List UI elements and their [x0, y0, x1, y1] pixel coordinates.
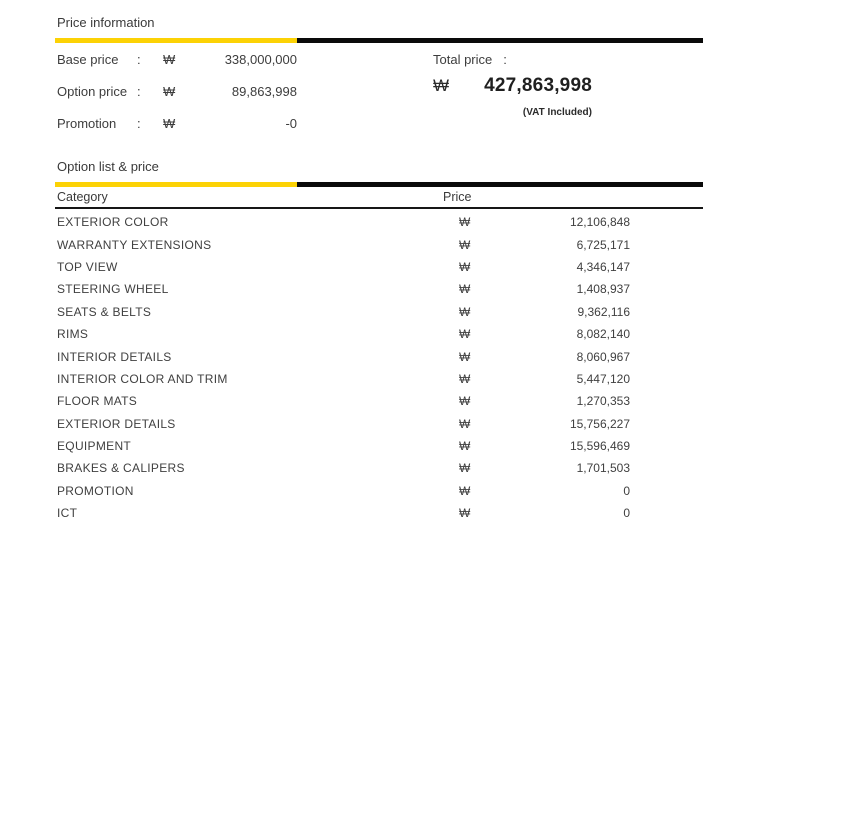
- table-row: RIMS ₩ 8,082,140: [55, 323, 703, 345]
- option-category: BRAKES & CALIPERS: [57, 461, 185, 476]
- table-row: EXTERIOR COLOR ₩ 12,106,848: [55, 211, 703, 233]
- option-category: ICT: [57, 506, 78, 521]
- table-row: PROMOTION ₩ 0: [55, 480, 703, 502]
- category-column-header: Category: [57, 190, 108, 204]
- won-icon: ₩: [459, 394, 471, 409]
- colon: :: [137, 51, 141, 67]
- total-price-label: Total price: [433, 51, 493, 67]
- won-icon: ₩: [459, 461, 471, 476]
- won-icon: ₩: [163, 115, 176, 131]
- won-icon: ₩: [163, 83, 176, 99]
- won-icon: ₩: [459, 215, 471, 230]
- option-price: 8,082,140: [576, 327, 630, 342]
- won-icon: ₩: [459, 483, 471, 498]
- table-row: ICT ₩ 0: [55, 502, 703, 524]
- won-icon: ₩: [459, 349, 471, 364]
- option-category: INTERIOR DETAILS: [57, 349, 172, 364]
- promotion-row: Promotion : ₩ -0: [55, 107, 297, 139]
- option-category: TOP VIEW: [57, 259, 118, 274]
- table-row: EXTERIOR DETAILS ₩ 15,756,227: [55, 413, 703, 435]
- won-icon: ₩: [459, 237, 471, 252]
- option-price: 9,362,116: [577, 304, 631, 319]
- option-category: SEATS & BELTS: [57, 304, 152, 319]
- option-price: 1,270,353: [576, 394, 630, 409]
- option-list-section: Option list & price Category Price EXTER…: [55, 158, 703, 524]
- total-price-block: Total price : ₩ 427,863,998 (VAT Include…: [432, 43, 592, 139]
- table-row: STEERING WHEEL ₩ 1,408,937: [55, 278, 703, 300]
- won-icon: ₩: [459, 327, 471, 342]
- colon: :: [137, 115, 141, 131]
- option-price: 15,756,227: [569, 416, 630, 431]
- table-row: INTERIOR DETAILS ₩ 8,060,967: [55, 345, 703, 367]
- option-price: 6,725,171: [576, 237, 630, 252]
- won-icon: ₩: [459, 304, 471, 319]
- option-price: 15,596,469: [569, 439, 630, 454]
- table-row: FLOOR MATS ₩ 1,270,353: [55, 390, 703, 412]
- total-price-amount-row: ₩ 427,863,998: [432, 75, 592, 103]
- won-icon: ₩: [459, 506, 471, 521]
- base-price-row: Base price : ₩ 338,000,000: [55, 43, 297, 75]
- section-accent-bar: [55, 38, 703, 43]
- option-price: 4,346,147: [576, 259, 630, 274]
- section-accent-bar: [55, 182, 703, 187]
- won-icon: ₩: [433, 76, 450, 95]
- option-price: 1,701,503: [576, 461, 630, 476]
- table-row: SEATS & BELTS ₩ 9,362,116: [55, 301, 703, 323]
- option-price: 0: [623, 506, 630, 521]
- option-category: EXTERIOR DETAILS: [57, 416, 176, 431]
- option-list-title: Option list & price: [57, 159, 159, 174]
- table-row: WARRANTY EXTENSIONS ₩ 6,725,171: [55, 233, 703, 255]
- option-category: FLOOR MATS: [57, 394, 138, 409]
- option-category: WARRANTY EXTENSIONS: [57, 237, 212, 252]
- promotion-value: -0: [285, 115, 297, 131]
- colon: :: [137, 83, 141, 99]
- option-price: 0: [623, 483, 630, 498]
- option-table-body: EXTERIOR COLOR ₩ 12,106,848 WARRANTY EXT…: [55, 211, 703, 524]
- total-price-value: 427,863,998: [484, 75, 592, 96]
- promotion-label: Promotion: [57, 115, 117, 131]
- table-row: BRAKES & CALIPERS ₩ 1,701,503: [55, 457, 703, 479]
- option-table-header: Category Price: [55, 187, 703, 209]
- option-category: INTERIOR COLOR AND TRIM: [57, 371, 228, 386]
- option-price: 5,447,120: [576, 371, 630, 386]
- table-row: INTERIOR COLOR AND TRIM ₩ 5,447,120: [55, 368, 703, 390]
- won-icon: ₩: [459, 259, 471, 274]
- option-category: PROMOTION: [57, 483, 134, 498]
- price-column-header: Price: [443, 190, 472, 204]
- won-icon: ₩: [459, 371, 471, 386]
- price-summary: Base price : ₩ 338,000,000 Option price …: [55, 43, 703, 139]
- colon: :: [503, 51, 507, 67]
- option-price: 1,408,937: [576, 282, 630, 297]
- option-category: EXTERIOR COLOR: [57, 215, 169, 230]
- vat-included-note: (VAT Included): [522, 107, 592, 118]
- option-category: STEERING WHEEL: [57, 282, 169, 297]
- option-price: 12,106,848: [569, 215, 630, 230]
- table-row: EQUIPMENT ₩ 15,596,469: [55, 435, 703, 457]
- base-price-label: Base price: [57, 51, 119, 67]
- won-icon: ₩: [459, 416, 471, 431]
- price-information-title: Price information: [57, 15, 155, 30]
- option-price-row: Option price : ₩ 89,863,998: [55, 75, 297, 107]
- price-breakdown: Base price : ₩ 338,000,000 Option price …: [55, 43, 297, 139]
- won-icon: ₩: [163, 51, 176, 67]
- option-category: EQUIPMENT: [57, 439, 132, 454]
- option-price-label: Option price: [57, 83, 128, 99]
- total-price-label-row: Total price :: [432, 43, 592, 75]
- price-summary-page: Price information Base price : ₩ 338,000…: [55, 0, 703, 524]
- option-price-value: 89,863,998: [231, 83, 297, 99]
- option-category: RIMS: [57, 327, 89, 342]
- option-price: 8,060,967: [576, 349, 630, 364]
- price-information-section: Price information Base price : ₩ 338,000…: [55, 14, 703, 139]
- table-row: TOP VIEW ₩ 4,346,147: [55, 256, 703, 278]
- won-icon: ₩: [459, 439, 471, 454]
- base-price-value: 338,000,000: [224, 51, 297, 67]
- won-icon: ₩: [459, 282, 471, 297]
